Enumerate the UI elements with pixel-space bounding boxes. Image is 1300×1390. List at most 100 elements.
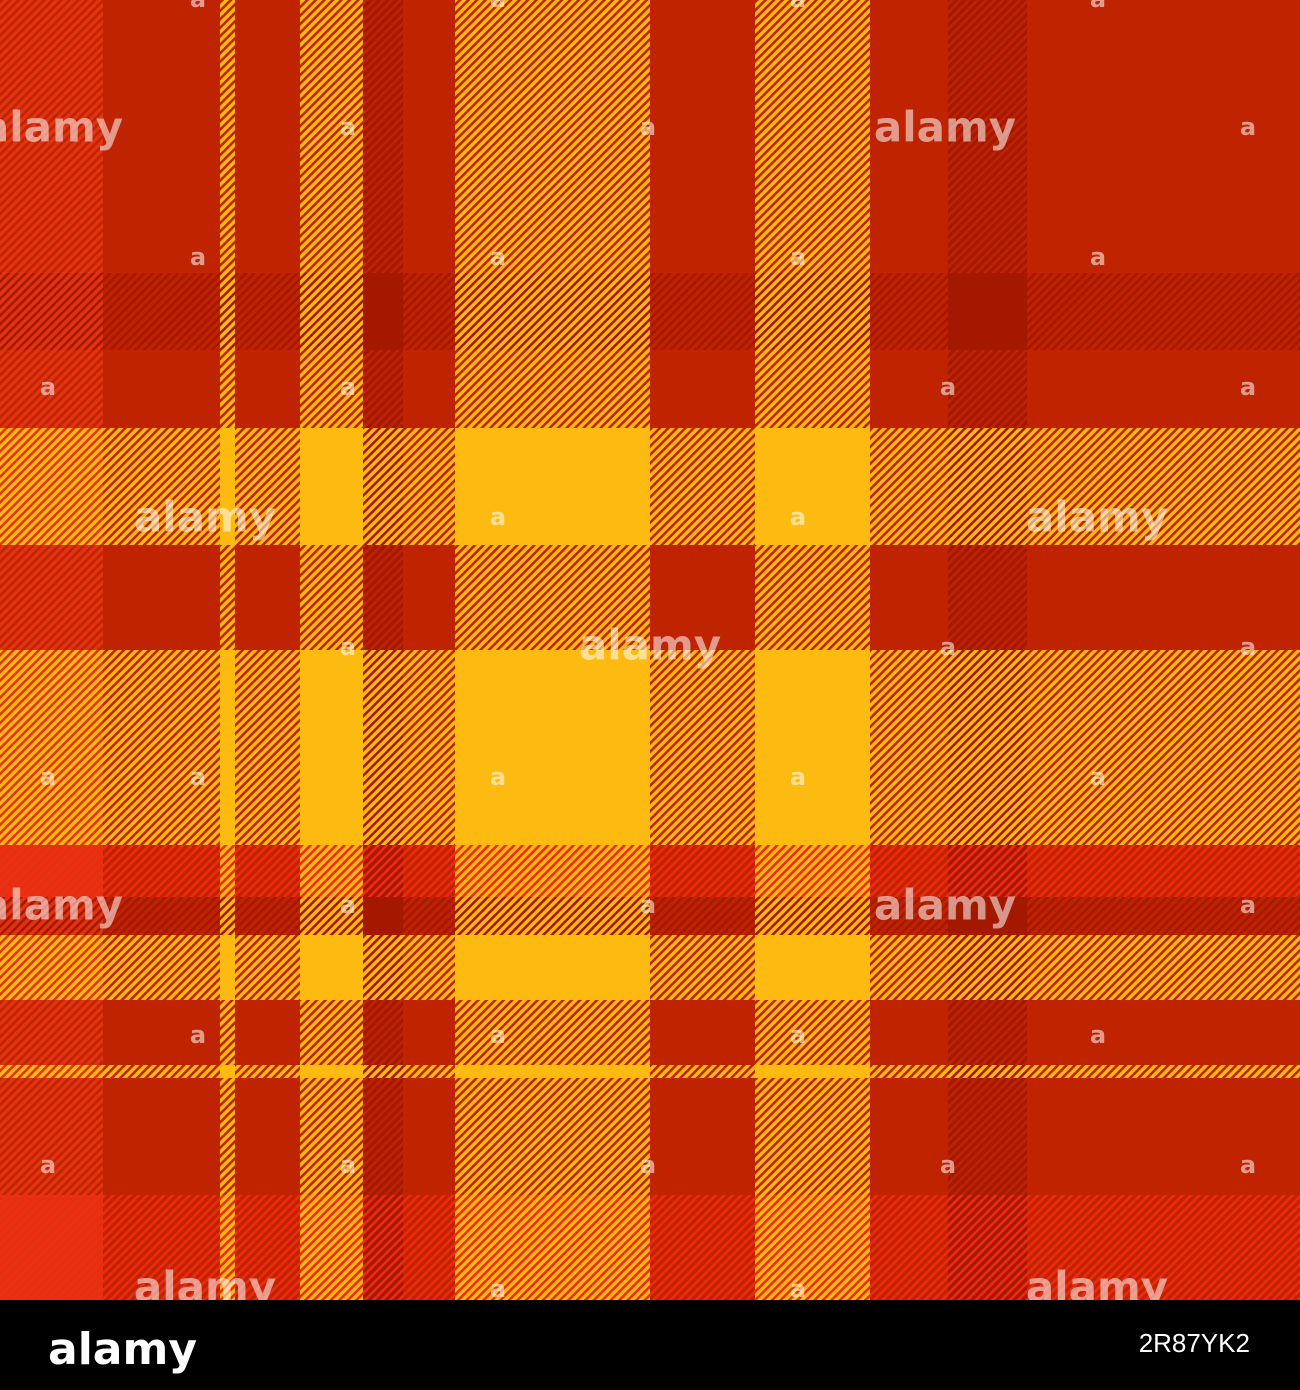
watermark: alamy	[874, 103, 1016, 152]
plaid-cell	[948, 1065, 1027, 1078]
plaid-cell	[455, 350, 650, 428]
watermark-small: a	[490, 1021, 506, 1049]
plaid-cell	[755, 273, 870, 350]
plaid-cell	[1027, 1195, 1300, 1300]
plaid-cell	[0, 428, 103, 545]
plaid-cell	[650, 897, 755, 935]
plaid-cell	[220, 650, 235, 845]
plaid-cell	[650, 273, 755, 350]
plaid-cell	[363, 935, 403, 1000]
plaid-cell	[650, 1078, 755, 1195]
plaid-cell	[403, 897, 455, 935]
plaid-cell	[235, 650, 300, 845]
plaid-cell	[220, 1000, 235, 1065]
plaid-cell	[948, 1195, 1027, 1300]
plaid-cell	[220, 428, 235, 545]
plaid-cell	[650, 1000, 755, 1065]
watermark-small: a	[790, 0, 806, 13]
watermark-small: a	[1090, 763, 1106, 791]
plaid-cell	[1027, 428, 1300, 545]
plaid-cell	[0, 545, 103, 650]
watermark-small: a	[790, 243, 806, 271]
watermark-small: a	[340, 633, 356, 661]
plaid-cell	[363, 273, 403, 350]
watermark-small: a	[40, 373, 56, 401]
plaid-cell	[948, 935, 1027, 1000]
watermark-small: a	[1240, 1151, 1256, 1179]
watermark-small: a	[190, 243, 206, 271]
watermark-small: a	[340, 113, 356, 141]
watermark-small: a	[490, 503, 506, 531]
watermark-small: a	[40, 1151, 56, 1179]
plaid-cell	[235, 1195, 300, 1300]
plaid-cell	[103, 545, 220, 650]
plaid-cell	[403, 273, 455, 350]
plaid-cell	[1027, 350, 1300, 428]
plaid-cell	[1027, 273, 1300, 350]
watermark-small: a	[1240, 633, 1256, 661]
plaid-cell	[0, 650, 103, 845]
plaid-cell	[300, 1065, 363, 1078]
plaid-cell	[220, 935, 235, 1000]
plaid-cell	[755, 1078, 870, 1195]
watermark-small: a	[1090, 0, 1106, 13]
plaid-cell	[1027, 0, 1300, 273]
plaid-cell	[1027, 545, 1300, 650]
plaid-cell	[363, 0, 403, 273]
watermark-small: a	[1240, 113, 1256, 141]
plaid-cell	[948, 350, 1027, 428]
plaid-cell	[103, 1078, 220, 1195]
plaid-cell	[870, 273, 948, 350]
watermark: alamy	[0, 881, 123, 930]
plaid-cell	[403, 0, 455, 273]
plaid-cell	[948, 0, 1027, 273]
plaid-cell	[300, 0, 363, 273]
watermark-small: a	[40, 763, 56, 791]
plaid-cell	[0, 1195, 103, 1300]
plaid-cell	[300, 1078, 363, 1195]
plaid-cell	[363, 1195, 403, 1300]
image-id: 2R87YK2	[1139, 1328, 1250, 1358]
plaid-cell	[455, 897, 650, 935]
plaid-cell	[755, 935, 870, 1000]
plaid-cell	[1027, 935, 1300, 1000]
watermark-small: a	[940, 1151, 956, 1179]
plaid-cell	[755, 1195, 870, 1300]
watermark: alamy	[874, 881, 1016, 930]
plaid-cell	[948, 650, 1027, 845]
plaid-cell	[403, 350, 455, 428]
plaid-cell	[870, 897, 948, 935]
plaid-cell	[455, 273, 650, 350]
plaid-cell	[455, 1078, 650, 1195]
plaid-cell	[1027, 845, 1300, 897]
plaid-cell	[103, 650, 220, 845]
plaid-cell	[403, 1195, 455, 1300]
plaid-cell	[103, 897, 220, 935]
plaid-cell	[235, 350, 300, 428]
plaid-cell	[0, 273, 103, 350]
plaid-cell	[363, 350, 403, 428]
plaid-cell	[220, 545, 235, 650]
plaid-cell	[650, 650, 755, 845]
watermark-small: a	[940, 633, 956, 661]
plaid-cell	[755, 1065, 870, 1078]
tartan-pattern	[0, 0, 1300, 1300]
plaid-cell	[1027, 1078, 1300, 1195]
watermark-small: a	[640, 891, 656, 919]
plaid-cell	[650, 1065, 755, 1078]
plaid-cell	[403, 545, 455, 650]
plaid-cell	[103, 350, 220, 428]
plaid-cell	[403, 428, 455, 545]
plaid-cell	[235, 845, 300, 897]
plaid-cell	[300, 1195, 363, 1300]
plaid-cell	[103, 273, 220, 350]
plaid-cell	[650, 0, 755, 273]
watermark-small: a	[190, 763, 206, 791]
plaid-cell	[650, 545, 755, 650]
plaid-cell	[948, 428, 1027, 545]
plaid-cell	[300, 545, 363, 650]
plaid-cell	[363, 1065, 403, 1078]
plaid-cell	[235, 1065, 300, 1078]
